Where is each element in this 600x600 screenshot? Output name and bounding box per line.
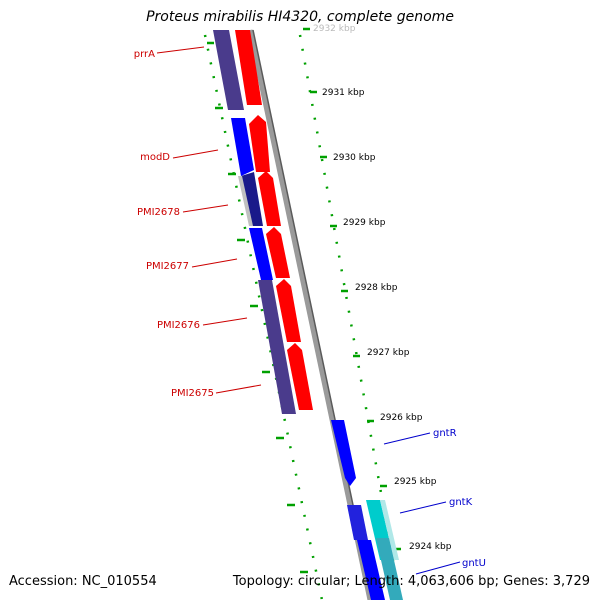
cyan-genes (238, 176, 403, 600)
gene-PMI2677-reverse (249, 228, 273, 280)
gene-gntU (376, 538, 403, 600)
gene-fwd-3 (258, 171, 281, 226)
gene-PMI2678-reverse (241, 172, 263, 226)
scale-label: 2925 kbp (394, 477, 437, 487)
forward-strand-genes (235, 30, 313, 410)
gene-modD (231, 118, 254, 176)
gene-labels-left: prrA modD PMI2678 PMI2677 PMI2676 PMI267… (134, 49, 214, 399)
scale-label: 2928 kbp (355, 283, 398, 293)
major-ticks (207, 41, 308, 574)
scale-label: 2930 kbp (333, 153, 376, 163)
gene-fwd-5 (276, 279, 301, 342)
gene-label-gntU: gntU (462, 558, 486, 569)
gene-labels-right: gntR gntK gntU (433, 428, 486, 569)
inner-tick-track (203, 34, 324, 600)
gene-PMI2678-light (238, 176, 253, 226)
gene-gntU-reverse (357, 540, 385, 600)
label-leaders (156, 46, 461, 575)
gene-label-PMI2678: PMI2678 (137, 207, 180, 218)
gene-label-gntR: gntR (433, 428, 457, 439)
gene-label-gntK: gntK (449, 497, 473, 508)
gene-gntK-reverse (347, 505, 368, 540)
map-title: Proteus mirabilis HI4320, complete genom… (146, 9, 454, 25)
gene-label-prrA: prrA (134, 49, 155, 60)
gene-fwd-2 (249, 115, 270, 172)
gene-prrA (213, 30, 244, 110)
scale-label: 2927 kbp (367, 348, 410, 358)
gene-label-PMI2676: PMI2676 (157, 320, 200, 331)
scale-label: 2926 kbp (380, 413, 423, 423)
scale-label: 2924 kbp (409, 542, 452, 552)
reverse-strand-genes (213, 30, 385, 600)
gene-fwd-1 (235, 30, 262, 105)
scale-label: 2932 kbp (313, 24, 356, 34)
genome-summary-text: Topology: circular; Length: 4,063,606 bp… (232, 574, 590, 589)
scale-label: 2929 kbp (343, 218, 386, 228)
accession-text: Accession: NC_010554 (9, 574, 157, 589)
gene-label-PMI2675: PMI2675 (171, 388, 214, 399)
scale-labels: 2932 kbp 2931 kbp 2930 kbp 2929 kbp 2928… (313, 24, 452, 552)
gene-fwd-4 (266, 227, 290, 278)
gene-gntK-shade (380, 500, 399, 560)
scale-label: 2931 kbp (322, 88, 365, 98)
gene-label-modD: modD (140, 152, 170, 163)
scale-ticks (303, 27, 401, 551)
gene-label-PMI2677: PMI2677 (146, 261, 189, 272)
gene-fwd-6 (287, 343, 313, 410)
gene-gntR (331, 420, 356, 486)
gene-PMI2675-reverse (258, 280, 296, 414)
